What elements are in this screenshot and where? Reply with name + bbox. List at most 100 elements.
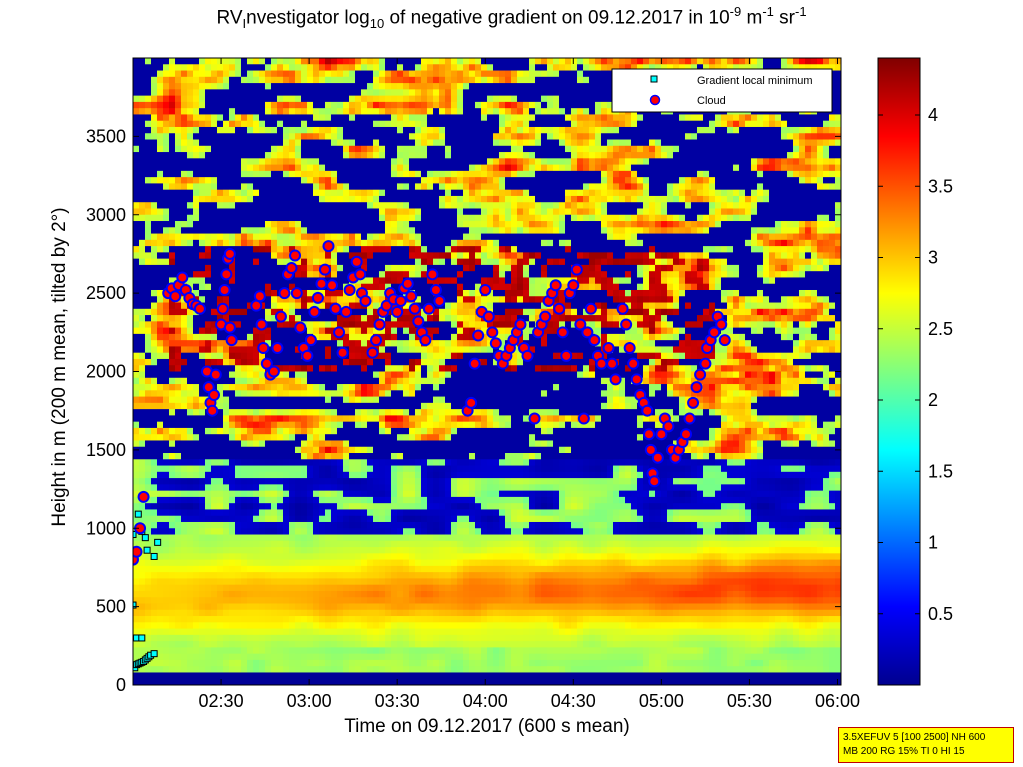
heatmap-cell <box>331 409 338 416</box>
heatmap-cell <box>367 177 374 184</box>
heatmap-cell <box>325 333 332 341</box>
heatmap-cell <box>271 76 278 84</box>
heatmap-cell <box>139 246 146 253</box>
heatmap-cell <box>229 590 236 598</box>
heatmap-cell <box>145 202 152 210</box>
heatmap-cell <box>193 427 200 435</box>
heatmap-cell <box>373 227 380 235</box>
heatmap-cell <box>145 227 152 235</box>
heatmap-cell <box>187 597 194 605</box>
heatmap-cell <box>253 377 260 385</box>
heatmap-cell <box>349 239 356 247</box>
heatmap-cell <box>217 678 224 685</box>
heatmap-cell <box>133 164 140 172</box>
heatmap-cell <box>367 521 374 529</box>
heatmap-cell <box>361 371 368 379</box>
heatmap-cell <box>427 465 434 473</box>
heatmap-cell <box>289 152 296 159</box>
heatmap-cell <box>337 384 344 391</box>
heatmap-cell <box>271 540 278 548</box>
heatmap-cell <box>361 478 368 485</box>
heatmap-cell <box>253 559 260 567</box>
heatmap-cell <box>373 390 380 398</box>
heatmap-cell <box>175 114 182 122</box>
heatmap-cell <box>241 327 248 335</box>
heatmap-cell <box>247 402 254 410</box>
heatmap-cell <box>307 145 314 153</box>
heatmap-cell <box>241 396 248 404</box>
heatmap-cell <box>211 70 218 78</box>
heatmap-cell <box>253 434 260 442</box>
heatmap-cell <box>169 371 176 379</box>
heatmap-cell <box>181 515 188 523</box>
heatmap-cell <box>307 252 314 260</box>
heatmap-cell <box>379 120 386 128</box>
heatmap-cell <box>289 158 296 166</box>
heatmap-cell <box>157 453 164 460</box>
heatmap-cell <box>151 83 158 90</box>
heatmap-cell <box>139 271 146 279</box>
heatmap-cell <box>187 578 194 586</box>
heatmap-cell <box>175 315 182 322</box>
heatmap-cell <box>343 227 350 235</box>
heatmap-cell <box>301 559 308 567</box>
heatmap-cell <box>409 246 416 253</box>
heatmap-cell <box>199 126 206 134</box>
heatmap-cell <box>403 352 410 360</box>
heatmap-cell <box>277 158 284 166</box>
heatmap-cell <box>163 446 170 454</box>
heatmap-cell <box>385 534 392 542</box>
heatmap-cell <box>211 145 218 153</box>
heatmap-cell <box>193 340 200 348</box>
heatmap-cell <box>349 503 356 511</box>
heatmap-cell <box>211 415 218 423</box>
heatmap-cell <box>271 164 278 172</box>
heatmap-cell <box>397 384 404 391</box>
heatmap-cell <box>163 609 170 617</box>
heatmap-cell <box>139 70 146 78</box>
heatmap-cell <box>211 195 218 203</box>
heatmap-cell <box>217 396 224 404</box>
heatmap-cell <box>331 666 338 674</box>
heatmap-cell <box>409 358 416 366</box>
heatmap-cell <box>331 358 338 366</box>
heatmap-cell <box>283 139 290 147</box>
heatmap-cell <box>229 402 236 410</box>
heatmap-cell <box>223 515 230 523</box>
heatmap-cell <box>325 628 332 636</box>
heatmap-cell <box>205 208 212 216</box>
heatmap-cell <box>277 126 284 134</box>
heatmap-cell <box>289 565 296 573</box>
heatmap-cell <box>283 221 290 228</box>
heatmap-cell <box>163 634 170 642</box>
heatmap-cell <box>289 521 296 529</box>
heatmap-cell <box>349 616 356 623</box>
heatmap-cell <box>205 534 212 542</box>
heatmap-cell <box>403 628 410 636</box>
heatmap-cell <box>175 89 182 97</box>
heatmap-cell <box>163 427 170 435</box>
heatmap-cell <box>415 377 422 385</box>
heatmap-cell <box>391 672 398 680</box>
heatmap-cell <box>343 446 350 454</box>
heatmap-cell <box>427 89 434 97</box>
heatmap-cell <box>139 446 146 454</box>
heatmap-cell <box>331 653 338 661</box>
heatmap-cell <box>289 296 296 304</box>
heatmap-cell <box>403 521 410 529</box>
heatmap-cell <box>373 641 380 648</box>
heatmap-cell <box>295 101 302 109</box>
heatmap-cell <box>151 258 158 266</box>
heatmap-cell <box>379 415 386 423</box>
heatmap-cell <box>355 352 362 360</box>
heatmap-cell <box>409 315 416 322</box>
heatmap-cell <box>223 628 230 636</box>
heatmap-cell <box>325 641 332 648</box>
heatmap-cell <box>199 64 206 72</box>
heatmap-cell <box>217 496 224 504</box>
heatmap-cell <box>235 565 242 573</box>
heatmap-cell <box>421 622 428 630</box>
heatmap-cell <box>289 133 296 141</box>
heatmap-cell <box>181 101 188 109</box>
heatmap-cell <box>295 421 302 429</box>
